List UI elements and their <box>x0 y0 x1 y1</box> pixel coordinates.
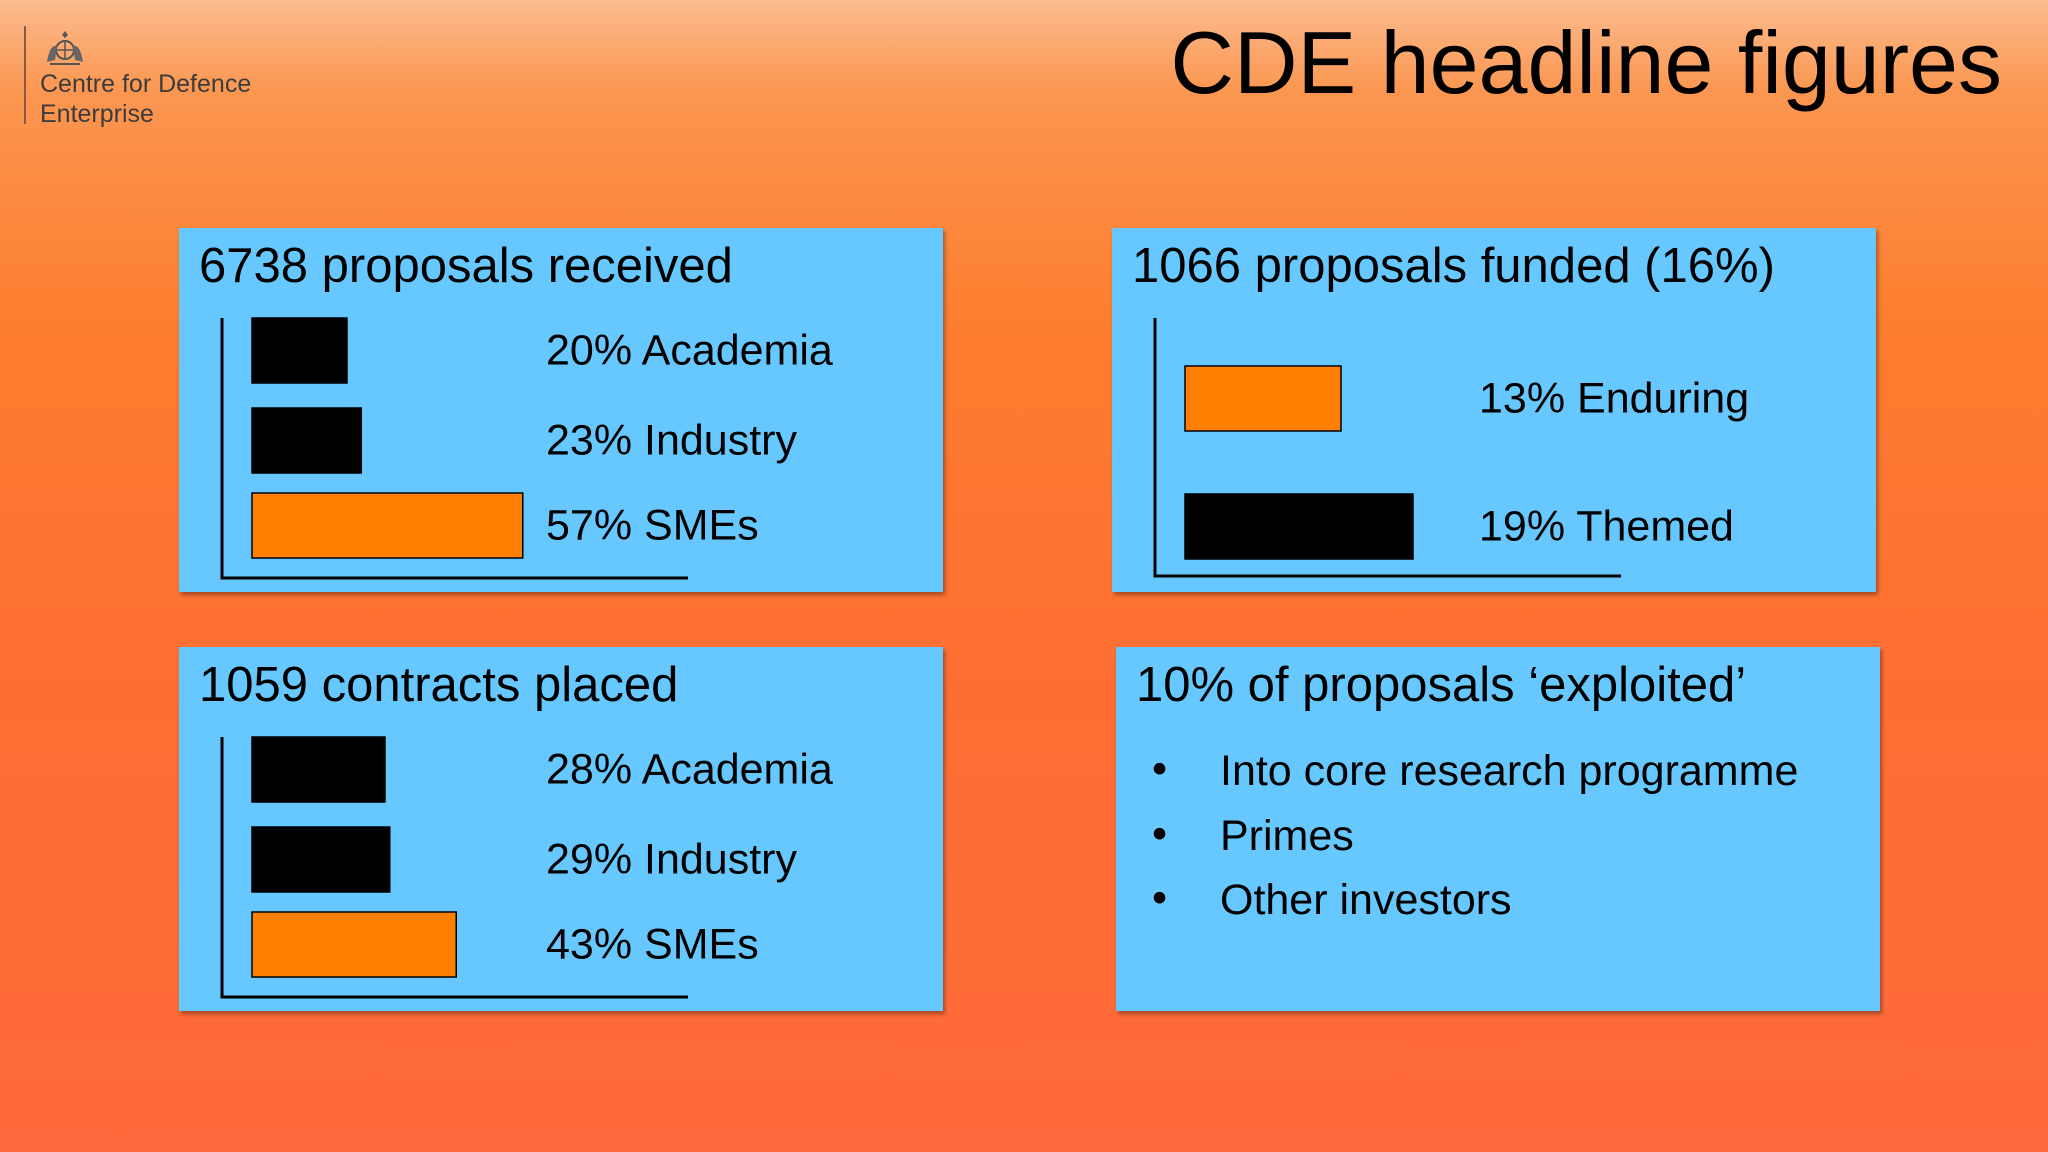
proposals-funded-card: 1066 proposals funded (16%) 13% Enduring… <box>1112 228 1876 592</box>
bar-academia <box>251 736 386 803</box>
data-label-academia: 28% Academia <box>546 746 833 794</box>
royal-crest-icon <box>47 31 83 65</box>
proposals-received-chart: 20% Academia 23% Industry 57% SMEs <box>220 317 833 580</box>
cde-logo: Centre for Defence Enterprise <box>24 26 251 128</box>
proposals-funded-chart: 13% Enduring 19% Themed <box>1153 318 1749 578</box>
chart-axis <box>1153 318 1621 578</box>
list-item-text: Other investors <box>1220 876 1512 924</box>
bar-themed <box>1184 493 1414 560</box>
proposals-received-card: 6738 proposals received 20% Academia 23% … <box>179 228 943 592</box>
card-title: 1059 contracts placed <box>199 658 679 712</box>
page-title: CDE headline figures <box>1170 13 2002 112</box>
list-item-text: Primes <box>1220 811 1354 860</box>
bullet-icon: • <box>1152 745 1168 793</box>
chart-axis <box>220 737 688 999</box>
card-title: 1066 proposals funded (16%) <box>1132 239 1775 293</box>
data-label-industry: 29% Industry <box>546 836 797 884</box>
data-label-enduring: 13% Enduring <box>1479 375 1749 423</box>
logo-text-line1: Centre for Defence <box>40 70 252 98</box>
chart-axis <box>220 318 688 580</box>
bar-smes <box>251 911 457 978</box>
bar-enduring <box>1184 365 1342 432</box>
data-label-academia: 20% Academia <box>546 327 833 375</box>
contracts-placed-card: 1059 contracts placed 28% Academia 29% In… <box>179 647 943 1011</box>
bar-academia <box>251 317 348 384</box>
contracts-placed-chart: 28% Academia 29% Industry 43% SMEs <box>220 736 833 999</box>
data-label-smes: 57% SMEs <box>546 502 759 550</box>
card-title: 10% of proposals ‘exploited’ <box>1136 658 1747 712</box>
proposals-exploited-card: 10% of proposals ‘exploited’ • Into core… <box>1116 647 1880 1011</box>
bar-industry <box>251 407 362 474</box>
bar-smes <box>251 492 524 559</box>
data-label-themed: 19% Themed <box>1479 503 1734 551</box>
list-item-text: Into core research programme <box>1220 747 1799 795</box>
logo-text-line2: Enterprise <box>40 100 154 128</box>
bar-industry <box>251 826 391 893</box>
bullet-icon: • <box>1152 809 1168 858</box>
data-label-industry: 23% Industry <box>546 417 797 465</box>
data-label-smes: 43% SMEs <box>546 921 759 969</box>
bullet-icon: • <box>1152 874 1168 922</box>
card-title: 6738 proposals received <box>199 239 733 293</box>
